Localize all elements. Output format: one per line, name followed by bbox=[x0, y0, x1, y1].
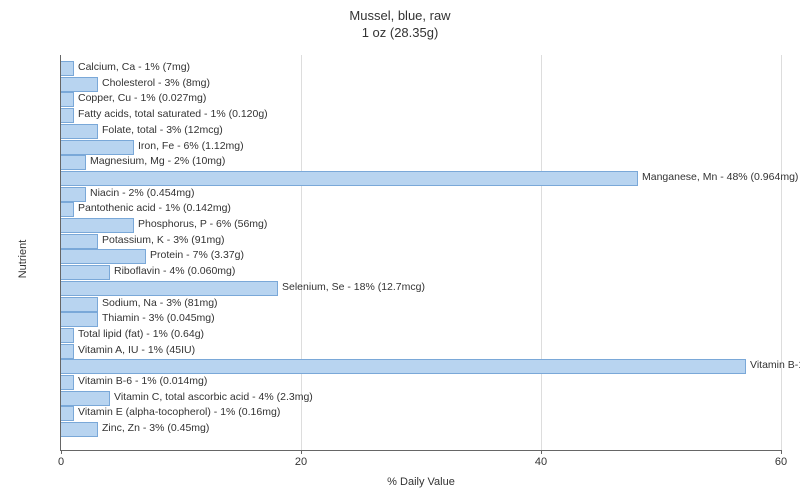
nutrient-label: Fatty acids, total saturated - 1% (0.120… bbox=[78, 108, 268, 121]
nutrient-bar bbox=[61, 406, 74, 421]
nutrient-bar bbox=[61, 108, 74, 123]
nutrient-label: Selenium, Se - 18% (12.7mcg) bbox=[282, 281, 425, 294]
x-tick-mark bbox=[781, 450, 782, 454]
nutrient-label: Copper, Cu - 1% (0.027mg) bbox=[78, 92, 206, 105]
nutrient-label: Cholesterol - 3% (8mg) bbox=[102, 77, 210, 90]
title-line2: 1 oz (28.35g) bbox=[362, 25, 439, 40]
nutrient-bar bbox=[61, 359, 746, 374]
gridline bbox=[781, 55, 782, 450]
x-axis-label: % Daily Value bbox=[387, 476, 455, 488]
nutrient-label: Phosphorus, P - 6% (56mg) bbox=[138, 218, 267, 231]
nutrient-label: Manganese, Mn - 48% (0.964mg) bbox=[642, 171, 798, 184]
nutrient-label: Vitamin A, IU - 1% (45IU) bbox=[78, 344, 195, 357]
plot-area: Nutrient % Daily Value 0204060Calcium, C… bbox=[60, 55, 781, 451]
nutrient-label: Thiamin - 3% (0.045mg) bbox=[102, 312, 215, 325]
nutrient-bar bbox=[61, 61, 74, 76]
nutrient-bar bbox=[61, 249, 146, 264]
nutrient-label: Vitamin E (alpha-tocopherol) - 1% (0.16m… bbox=[78, 406, 280, 419]
nutrient-bar bbox=[61, 297, 98, 312]
nutrient-label: Pantothenic acid - 1% (0.142mg) bbox=[78, 202, 231, 215]
nutrient-label: Vitamin B-12 - 57% (3.40mcg) bbox=[750, 359, 800, 372]
nutrient-bar bbox=[61, 344, 74, 359]
nutrient-bar bbox=[61, 281, 278, 296]
nutrient-label: Iron, Fe - 6% (1.12mg) bbox=[138, 140, 244, 153]
nutrient-label: Potassium, K - 3% (91mg) bbox=[102, 234, 225, 247]
nutrient-label: Zinc, Zn - 3% (0.45mg) bbox=[102, 422, 209, 435]
x-tick-mark bbox=[301, 450, 302, 454]
nutrient-bar bbox=[61, 328, 74, 343]
x-tick-label: 40 bbox=[535, 456, 547, 468]
gridline bbox=[541, 55, 542, 450]
nutrient-bar bbox=[61, 77, 98, 92]
nutrient-bar bbox=[61, 202, 74, 217]
nutrient-label: Vitamin C, total ascorbic acid - 4% (2.3… bbox=[114, 391, 313, 404]
x-tick-label: 0 bbox=[58, 456, 64, 468]
nutrient-label: Vitamin B-6 - 1% (0.014mg) bbox=[78, 375, 207, 388]
nutrient-label: Sodium, Na - 3% (81mg) bbox=[102, 297, 218, 310]
nutrient-label: Folate, total - 3% (12mcg) bbox=[102, 124, 223, 137]
nutrient-bar bbox=[61, 265, 110, 280]
nutrient-label: Magnesium, Mg - 2% (10mg) bbox=[90, 155, 225, 168]
nutrient-bar bbox=[61, 155, 86, 170]
x-tick-label: 60 bbox=[775, 456, 787, 468]
x-tick-mark bbox=[61, 450, 62, 454]
nutrient-bar bbox=[61, 422, 98, 437]
nutrient-bar bbox=[61, 234, 98, 249]
chart-title: Mussel, blue, raw 1 oz (28.35g) bbox=[0, 0, 800, 42]
nutrient-bar bbox=[61, 171, 638, 186]
nutrient-bar bbox=[61, 375, 74, 390]
nutrient-label: Calcium, Ca - 1% (7mg) bbox=[78, 61, 190, 74]
nutrient-bar bbox=[61, 92, 74, 107]
nutrient-label: Niacin - 2% (0.454mg) bbox=[90, 187, 194, 200]
nutrient-bar bbox=[61, 391, 110, 406]
chart-container: Mussel, blue, raw 1 oz (28.35g) Nutrient… bbox=[0, 0, 800, 500]
nutrient-bar bbox=[61, 218, 134, 233]
x-tick-mark bbox=[541, 450, 542, 454]
nutrient-bar bbox=[61, 312, 98, 327]
x-tick-label: 20 bbox=[295, 456, 307, 468]
nutrient-label: Riboflavin - 4% (0.060mg) bbox=[114, 265, 235, 278]
nutrient-bar bbox=[61, 124, 98, 139]
nutrient-bar bbox=[61, 140, 134, 155]
nutrient-label: Protein - 7% (3.37g) bbox=[150, 249, 244, 262]
nutrient-label: Total lipid (fat) - 1% (0.64g) bbox=[78, 328, 204, 341]
y-axis-label: Nutrient bbox=[17, 239, 29, 278]
title-line1: Mussel, blue, raw bbox=[349, 8, 450, 23]
nutrient-bar bbox=[61, 187, 86, 202]
